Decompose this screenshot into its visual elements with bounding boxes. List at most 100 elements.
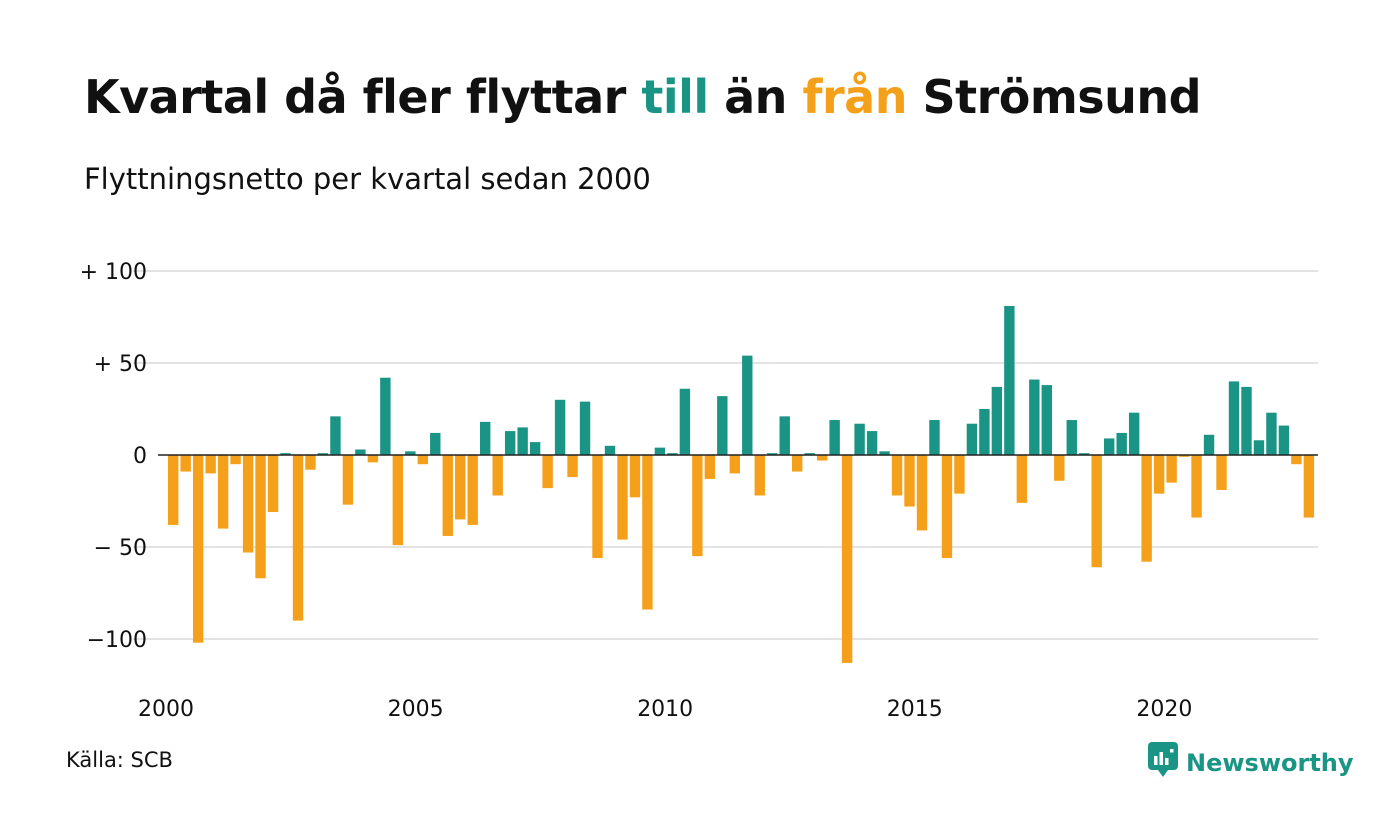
bar[interactable] — [1228, 381, 1240, 455]
bar[interactable] — [1291, 455, 1302, 465]
bar[interactable] — [667, 453, 678, 455]
bar[interactable] — [492, 455, 503, 496]
bar[interactable] — [879, 451, 890, 455]
bar[interactable] — [617, 455, 628, 540]
bar[interactable] — [642, 455, 653, 610]
bar[interactable] — [1079, 453, 1090, 455]
bar[interactable] — [168, 455, 179, 525]
brand-name: Newsworthy — [1186, 748, 1354, 777]
bar[interactable] — [629, 455, 641, 498]
bar[interactable] — [504, 431, 516, 455]
bar[interactable] — [779, 416, 790, 455]
bar[interactable] — [1203, 434, 1215, 455]
bar[interactable] — [255, 455, 266, 579]
bar[interactable] — [1116, 432, 1127, 455]
bar[interactable] — [929, 420, 940, 455]
bar[interactable] — [679, 388, 691, 455]
bar[interactable] — [467, 455, 478, 525]
bar[interactable] — [1128, 412, 1140, 455]
bar[interactable] — [1178, 455, 1190, 457]
bar[interactable] — [966, 423, 978, 455]
bar[interactable] — [854, 423, 865, 455]
bar-chart: + 100 + 50 0 − 50 −100 2000 2005 2010 2015 2020 — [80, 260, 1318, 722]
bar[interactable] — [742, 355, 753, 455]
bar[interactable] — [430, 432, 441, 455]
bar[interactable] — [991, 386, 1003, 455]
bar[interactable] — [1066, 420, 1077, 455]
bar[interactable] — [230, 455, 241, 465]
bar[interactable] — [305, 455, 316, 470]
bar[interactable] — [754, 455, 765, 496]
bar[interactable] — [205, 455, 216, 474]
bar[interactable] — [916, 455, 928, 531]
bar[interactable] — [1303, 455, 1315, 518]
bar[interactable] — [367, 455, 379, 463]
bar[interactable] — [904, 455, 915, 507]
bar[interactable] — [1153, 455, 1165, 494]
bar[interactable] — [1054, 455, 1065, 481]
bar[interactable] — [442, 455, 453, 536]
bar[interactable] — [979, 409, 990, 455]
bar[interactable] — [330, 416, 341, 455]
bar[interactable] — [180, 455, 191, 472]
bar[interactable] — [280, 453, 291, 455]
y-tick-label: + 50 — [94, 352, 147, 377]
bar[interactable] — [592, 455, 603, 559]
bar[interactable] — [542, 455, 553, 489]
bar[interactable] — [829, 420, 840, 455]
bar[interactable] — [342, 455, 354, 505]
bar[interactable] — [866, 431, 878, 455]
bar[interactable] — [355, 449, 366, 455]
y-tick-label: −100 — [87, 628, 147, 653]
bar[interactable] — [554, 399, 566, 455]
bar[interactable] — [604, 445, 616, 455]
bar[interactable] — [1091, 455, 1102, 568]
bar[interactable] — [1016, 455, 1028, 503]
bar[interactable] — [1216, 455, 1227, 490]
bar[interactable] — [804, 453, 815, 455]
bar[interactable] — [941, 455, 953, 559]
bar[interactable] — [417, 455, 428, 465]
bar[interactable] — [317, 453, 329, 455]
bar[interactable] — [455, 455, 466, 520]
bar[interactable] — [392, 455, 404, 546]
bar[interactable] — [816, 455, 828, 461]
bar[interactable] — [405, 451, 416, 455]
bar[interactable] — [654, 447, 666, 455]
bar[interactable] — [1278, 425, 1290, 455]
bar[interactable] — [1141, 455, 1152, 562]
bar[interactable] — [1253, 440, 1265, 455]
bar[interactable] — [1166, 455, 1177, 483]
bar[interactable] — [480, 421, 491, 455]
bar[interactable] — [717, 396, 728, 455]
bar[interactable] — [841, 455, 853, 663]
bar[interactable] — [767, 453, 778, 455]
bar[interactable] — [529, 442, 541, 455]
chart-title: Kvartal då fler flyttar till än från Str… — [84, 70, 1202, 124]
bar[interactable] — [792, 455, 803, 472]
bar[interactable] — [1191, 455, 1202, 518]
bar[interactable] — [380, 377, 391, 455]
bar[interactable] — [1029, 379, 1040, 455]
bar[interactable] — [567, 455, 578, 478]
bar[interactable] — [692, 455, 703, 557]
bar[interactable] — [579, 401, 591, 455]
bar[interactable] — [891, 455, 903, 496]
bar[interactable] — [292, 455, 304, 621]
chart-subtitle: Flyttningsnetto per kvartal sedan 2000 — [84, 162, 651, 196]
title-till: till — [641, 70, 709, 124]
bar[interactable] — [517, 427, 528, 455]
bar[interactable] — [1104, 438, 1115, 455]
bar[interactable] — [217, 455, 229, 529]
bar[interactable] — [1041, 385, 1052, 455]
bar[interactable] — [1241, 386, 1252, 455]
brand-logo[interactable]: Newsworthy — [1148, 742, 1354, 783]
bar[interactable] — [1266, 412, 1277, 455]
bar[interactable] — [704, 455, 716, 479]
bar[interactable] — [267, 455, 279, 513]
bar[interactable] — [954, 455, 965, 494]
bar[interactable] — [729, 455, 740, 474]
bar[interactable] — [1004, 305, 1015, 455]
bar[interactable] — [242, 455, 254, 553]
bar[interactable] — [192, 455, 204, 643]
